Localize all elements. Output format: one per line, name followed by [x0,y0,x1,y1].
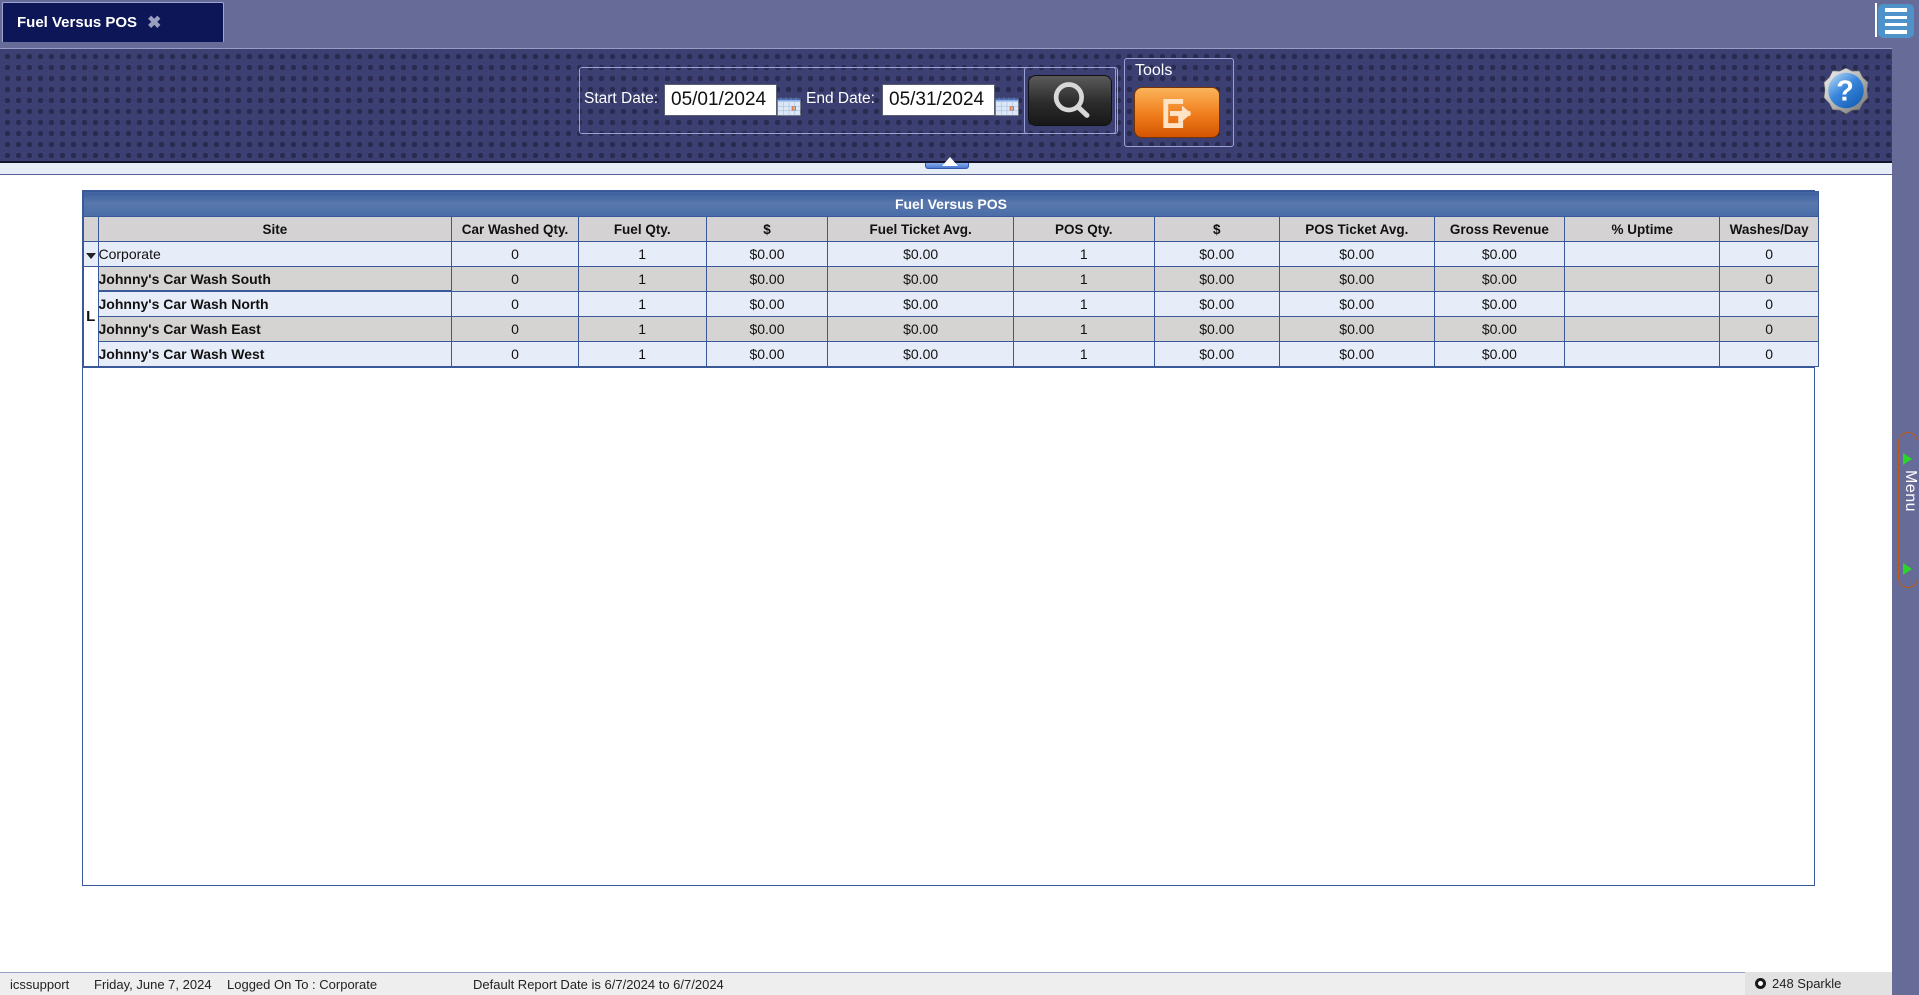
svg-text:?: ? [1836,76,1854,108]
